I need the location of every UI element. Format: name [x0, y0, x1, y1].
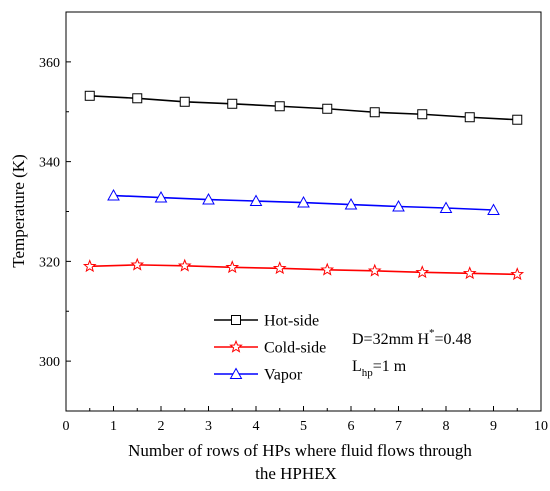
data-point [415, 265, 430, 279]
data-point [132, 93, 143, 104]
x-tick-label: 8 [443, 419, 450, 434]
x-tick-label: 9 [490, 419, 497, 434]
data-point [320, 262, 335, 276]
data-point [464, 112, 475, 123]
y-tick-label: 320 [39, 255, 60, 270]
x-tick-label: 2 [158, 419, 165, 434]
annotation-diameter-height: D=32mm H*=0.48 [352, 327, 472, 348]
x-tick-label: 10 [534, 419, 548, 434]
data-point [82, 259, 97, 273]
data-point [130, 257, 145, 271]
series-line [89, 264, 518, 276]
legend: Hot-side Cold-side Vapor [214, 313, 326, 384]
data-point [84, 90, 95, 101]
series-vapor [107, 189, 500, 216]
y-tick-label: 300 [39, 355, 60, 370]
x-tick-label: 1 [110, 419, 117, 434]
y-tick-label: 340 [39, 156, 60, 171]
legend-entry: Hot-side [214, 313, 319, 330]
data-point [272, 261, 287, 275]
ticks-layer: 0 1 2 3 4 5 6 7 8 9 10 300 320 340 360 [39, 11, 548, 434]
data-point [202, 192, 215, 205]
data-point [177, 258, 192, 272]
legend-marker [229, 339, 243, 353]
data-point [154, 190, 168, 203]
legend-label: Hot-side [264, 313, 319, 330]
data-point [107, 189, 120, 201]
data-point [225, 260, 240, 274]
series-layer [82, 90, 525, 281]
x-axis-title-line1: Number of rows of HPs where fluid flows … [128, 441, 472, 460]
data-point [512, 114, 523, 125]
parameter-annotation: D=32mm H*=0.48 Lhp=1 m [352, 327, 472, 379]
x-tick-label: 4 [253, 419, 260, 434]
data-point [392, 199, 405, 212]
data-point [344, 197, 358, 210]
x-tick-label: 6 [348, 419, 355, 434]
data-point [369, 107, 380, 118]
data-point [487, 203, 500, 216]
series-line [89, 94, 518, 121]
x-tick-label: 0 [63, 419, 70, 434]
data-point [439, 201, 453, 214]
series-hot-side [84, 90, 523, 125]
annotation-hp-length: Lhp=1 m [352, 358, 407, 379]
data-point [227, 98, 238, 109]
legend-label: Cold-side [264, 340, 326, 357]
x-tick-label: 7 [395, 419, 402, 434]
data-point [274, 101, 285, 112]
data-point [179, 96, 190, 107]
legend-label: Vapor [264, 367, 303, 384]
legend-entry: Cold-side [214, 340, 326, 357]
y-tick-label: 360 [39, 56, 60, 71]
data-point [417, 109, 428, 120]
data-point [322, 103, 333, 114]
x-axis-title-line2: the HPHEX [255, 464, 337, 483]
data-point [462, 266, 477, 280]
legend-entry: Vapor [214, 367, 303, 384]
data-point [249, 194, 263, 207]
data-point [367, 263, 382, 277]
y-axis-title: Temperature (K) [9, 154, 28, 268]
x-tick-label: 5 [300, 419, 307, 434]
series-cold-side [82, 257, 525, 281]
legend-marker [231, 315, 241, 325]
data-point [297, 195, 310, 208]
legend-marker [229, 367, 243, 379]
x-tick-label: 3 [205, 419, 212, 434]
data-point [510, 267, 525, 281]
